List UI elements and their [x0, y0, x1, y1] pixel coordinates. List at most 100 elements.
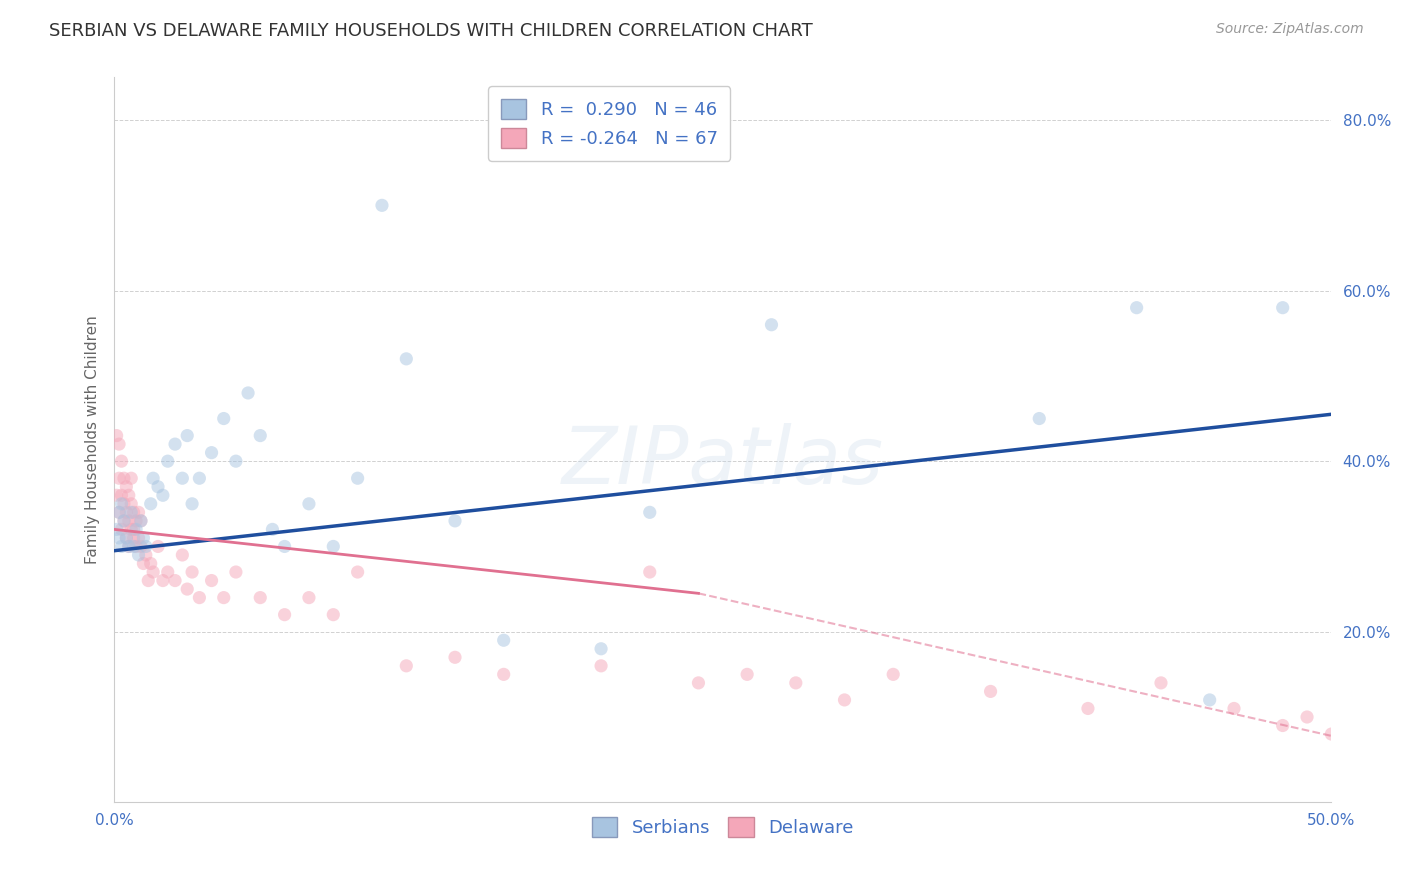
Point [1198, 693, 1220, 707]
Point [125, 514, 148, 528]
Point [212, 591, 235, 605]
Y-axis label: Family Households with Children: Family Households with Children [86, 316, 100, 565]
Point [212, 411, 235, 425]
Point [112, 514, 135, 528]
Point [181, 497, 204, 511]
Point [200, 574, 222, 588]
Text: ZIPatlas: ZIPatlas [562, 423, 884, 500]
Point [142, 471, 165, 485]
Point [118, 514, 141, 528]
Point [122, 505, 145, 519]
Point [200, 445, 222, 459]
Point [110, 454, 132, 468]
Point [322, 540, 344, 554]
Point [980, 684, 1002, 698]
Point [298, 591, 321, 605]
Point [108, 505, 131, 519]
Point [146, 540, 169, 554]
Point [139, 557, 162, 571]
Point [225, 454, 247, 468]
Point [346, 471, 368, 485]
Point [322, 607, 344, 622]
Point [128, 531, 150, 545]
Point [108, 531, 131, 545]
Point [112, 497, 135, 511]
Point [115, 480, 138, 494]
Point [444, 650, 467, 665]
Point [1296, 710, 1319, 724]
Point [591, 658, 613, 673]
Point [108, 471, 131, 485]
Point [135, 540, 157, 554]
Point [112, 514, 135, 528]
Point [128, 548, 150, 562]
Point [492, 667, 515, 681]
Point [115, 531, 138, 545]
Point [371, 198, 394, 212]
Point [165, 574, 187, 588]
Point [105, 428, 128, 442]
Point [262, 522, 284, 536]
Point [132, 531, 155, 545]
Point [395, 351, 418, 366]
Point [118, 540, 141, 554]
Point [110, 540, 132, 554]
Point [273, 607, 295, 622]
Point [225, 565, 247, 579]
Point [1271, 301, 1294, 315]
Point [176, 582, 198, 596]
Point [115, 505, 138, 519]
Legend: Serbians, Delaware: Serbians, Delaware [585, 810, 860, 844]
Point [249, 428, 271, 442]
Point [236, 386, 259, 401]
Point [120, 471, 142, 485]
Point [118, 488, 141, 502]
Text: SERBIAN VS DELAWARE FAMILY HOUSEHOLDS WITH CHILDREN CORRELATION CHART: SERBIAN VS DELAWARE FAMILY HOUSEHOLDS WI… [49, 22, 813, 40]
Point [129, 540, 152, 554]
Point [444, 514, 467, 528]
Point [172, 548, 194, 562]
Point [120, 497, 142, 511]
Point [1150, 676, 1173, 690]
Point [1077, 701, 1099, 715]
Point [112, 471, 135, 485]
Point [122, 540, 145, 554]
Point [110, 488, 132, 502]
Point [146, 480, 169, 494]
Point [156, 565, 179, 579]
Point [785, 676, 807, 690]
Point [273, 540, 295, 554]
Point [188, 471, 211, 485]
Point [834, 693, 856, 707]
Point [492, 633, 515, 648]
Point [638, 505, 661, 519]
Point [118, 540, 141, 554]
Point [120, 505, 142, 519]
Point [142, 565, 165, 579]
Point [152, 488, 174, 502]
Point [135, 548, 157, 562]
Point [882, 667, 904, 681]
Point [108, 437, 131, 451]
Point [129, 514, 152, 528]
Point [1271, 718, 1294, 732]
Point [176, 428, 198, 442]
Point [346, 565, 368, 579]
Point [298, 497, 321, 511]
Point [688, 676, 710, 690]
Point [125, 522, 148, 536]
Point [249, 591, 271, 605]
Point [115, 531, 138, 545]
Point [128, 505, 150, 519]
Point [188, 591, 211, 605]
Point [1320, 727, 1343, 741]
Point [122, 522, 145, 536]
Point [152, 574, 174, 588]
Point [156, 454, 179, 468]
Point [591, 641, 613, 656]
Point [761, 318, 783, 332]
Point [129, 514, 152, 528]
Point [638, 565, 661, 579]
Text: Source: ZipAtlas.com: Source: ZipAtlas.com [1216, 22, 1364, 37]
Point [110, 497, 132, 511]
